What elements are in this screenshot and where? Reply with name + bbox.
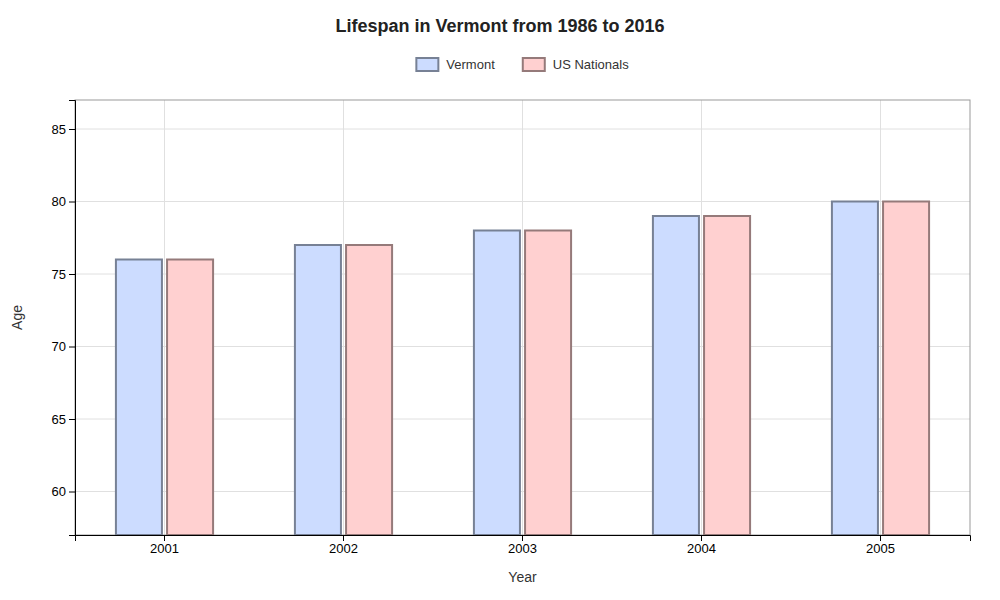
tick: 70 <box>52 339 75 354</box>
grid <box>75 100 970 535</box>
tick-label: 75 <box>52 267 66 282</box>
legend-item: US Nationals <box>523 57 629 72</box>
tick-label: 70 <box>52 339 66 354</box>
legend: Vermont US Nationals <box>416 57 629 72</box>
tick-label: 2002 <box>329 541 358 556</box>
bars <box>116 202 929 536</box>
grid-line <box>343 100 344 535</box>
tick: 65 <box>52 412 75 427</box>
series <box>116 202 878 536</box>
tick-mark <box>522 535 523 541</box>
tick-mark <box>701 535 702 541</box>
legend-label: Vermont <box>446 57 495 72</box>
tick-label: 2005 <box>866 541 895 556</box>
axis-line <box>76 536 971 542</box>
bar <box>653 216 699 535</box>
tick-label: 2004 <box>687 541 716 556</box>
bar <box>883 202 929 536</box>
tick: 2002 <box>329 535 358 556</box>
tick-label: 60 <box>52 484 66 499</box>
bar <box>832 202 878 536</box>
tick-label: 80 <box>52 194 66 209</box>
grid-line <box>164 100 165 535</box>
tick-mark <box>164 535 165 541</box>
tick-label: 65 <box>52 412 66 427</box>
legend-item: Vermont <box>416 57 495 72</box>
tick: 2003 <box>508 535 537 556</box>
tick-label: 85 <box>52 122 66 137</box>
x-axis: 2001 2002 2003 2004 2005 <box>76 535 971 556</box>
legend-label: US Nationals <box>553 57 629 72</box>
tick-mark <box>880 535 881 541</box>
bar <box>167 260 213 536</box>
bar <box>116 260 162 536</box>
y-axis: 60 65 70 75 80 85 <box>52 101 76 536</box>
plot: 2001 2002 2003 2004 2005 60 65 70 75 80 85 <box>52 100 971 556</box>
legend-swatch <box>416 58 438 71</box>
bar <box>346 245 392 535</box>
y-axis-title: Age <box>9 305 25 330</box>
plot-frame <box>75 100 970 535</box>
grid-line <box>522 100 523 535</box>
bar <box>704 216 750 535</box>
tick: 2004 <box>687 535 716 556</box>
tick: 2001 <box>150 535 179 556</box>
bar <box>525 231 571 536</box>
tick-mark <box>69 419 75 420</box>
grid-line <box>701 100 702 535</box>
tick: 60 <box>52 484 75 499</box>
tick-mark <box>69 274 75 275</box>
tick: 2005 <box>866 535 895 556</box>
tick: 85 <box>52 122 75 137</box>
tick: 75 <box>52 267 75 282</box>
tick-mark <box>69 202 75 203</box>
legend-swatch <box>523 58 545 71</box>
title: Lifespan in Vermont from 1986 to 2016 <box>335 16 664 36</box>
tick-label: 2001 <box>150 541 179 556</box>
tick-label: 2003 <box>508 541 537 556</box>
tick-mark <box>69 492 75 493</box>
axis-line <box>69 101 76 536</box>
tick-mark <box>69 129 75 130</box>
tick: 80 <box>52 194 75 209</box>
grid-line <box>880 100 881 535</box>
series <box>167 202 929 536</box>
x-axis-title: Year <box>508 569 537 585</box>
bar <box>295 245 341 535</box>
bar <box>474 231 520 536</box>
tick-mark <box>343 535 344 541</box>
tick-mark <box>69 347 75 348</box>
chart: 2001 2002 2003 2004 2005 60 65 70 75 80 85 Year Age L… <box>0 0 1000 600</box>
